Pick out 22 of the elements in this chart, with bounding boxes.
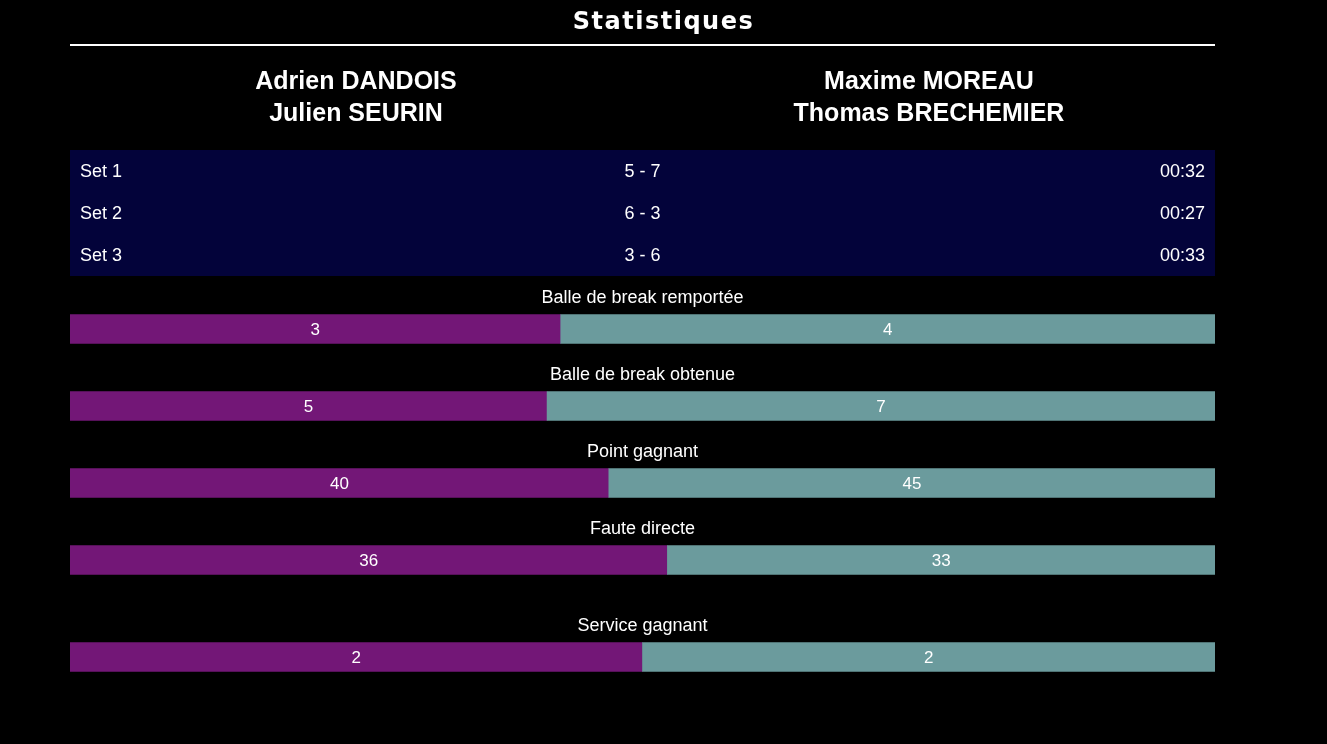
data-label: 2: [924, 647, 934, 667]
data-label: 45: [902, 473, 922, 493]
data-label: 33: [931, 550, 951, 570]
y-tick-label: Balle de break remportée: [541, 286, 744, 307]
annotation: 00:33: [1159, 244, 1205, 267]
data-label: 5: [303, 396, 314, 416]
text: Statistiques: [572, 7, 755, 35]
annotation: 3 - 6: [624, 244, 661, 267]
y-tick-label: Point gagnant: [586, 440, 699, 461]
y-tick-label: Balle de break obtenue: [549, 363, 736, 384]
data-label: 36: [359, 550, 379, 570]
y-tick-label: Service gagnant: [577, 614, 708, 635]
text: Maxime MOREAU Thomas BRECHEMIER: [793, 65, 1065, 128]
data-label: 40: [329, 473, 349, 493]
y-tick-label: Faute directe: [589, 517, 696, 538]
data-label: 3: [310, 319, 321, 339]
data-label: 4: [883, 319, 893, 339]
score-table: Set 1 5 - 7 00:32 Set 2 6 - 3 00:27 Set 3 3 - 6 00:33: [70, 150, 1215, 276]
annotation: Set 3: [80, 244, 123, 267]
data-label: 7: [876, 396, 886, 416]
data-label: 2: [351, 647, 361, 667]
text: Adrien DANDOIS Julien SEURIN: [255, 65, 457, 128]
